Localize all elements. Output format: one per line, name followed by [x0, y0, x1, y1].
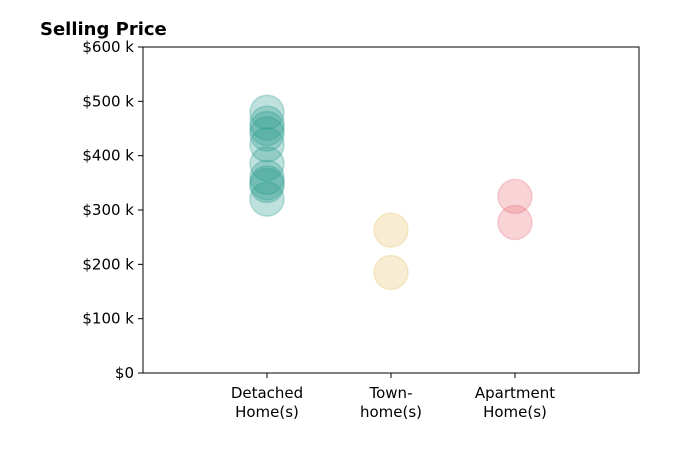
data-point [249, 105, 285, 141]
data-point [249, 94, 285, 130]
y-tick-label: $500 k [82, 92, 134, 110]
data-point [249, 146, 285, 182]
y-tick-label: $300 k [82, 201, 134, 219]
plot-area-frame [142, 46, 640, 374]
x-tick-label: Apartment [475, 384, 555, 402]
data-point [249, 159, 285, 196]
y-tick-label: $100 k [82, 310, 134, 328]
x-tick-label: Detached [231, 384, 303, 402]
data-point [373, 212, 409, 248]
data-points [249, 94, 533, 291]
x-tick-label: Town- [369, 384, 413, 402]
x-tick-label: Home(s) [483, 403, 547, 421]
data-point [249, 165, 285, 201]
chart-title: Selling Price [40, 19, 167, 40]
data-point [249, 167, 285, 204]
data-point [497, 204, 533, 241]
y-tick-label: $600 k [82, 38, 134, 56]
x-tick-label: Home(s) [235, 403, 299, 421]
data-point [497, 178, 533, 215]
data-point [249, 181, 285, 217]
data-point [249, 110, 285, 147]
data-point [249, 127, 285, 163]
data-point [373, 254, 409, 291]
y-tick-label: $0 [115, 364, 134, 382]
x-axis: DetachedHome(s)Town-home(s)ApartmentHome… [231, 373, 555, 421]
y-tick-label: $400 k [82, 147, 134, 165]
y-tick-label: $200 k [82, 255, 134, 273]
data-point [249, 116, 285, 152]
x-tick-label: home(s) [360, 403, 422, 421]
y-axis: $0 $100 k $200 k $300 k $400 k $500 k $600 k [82, 38, 143, 382]
